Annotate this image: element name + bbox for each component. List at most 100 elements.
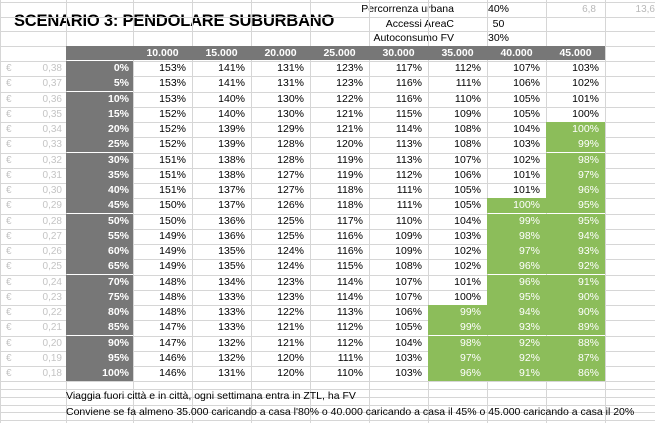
- value-cell[interactable]: 108%: [454, 123, 481, 135]
- value-cell[interactable]: 107%: [454, 154, 481, 166]
- value-cell-favorable[interactable]: 93%: [487, 320, 546, 335]
- value-cell-favorable[interactable]: 100%: [487, 198, 546, 213]
- value-cell[interactable]: 151%: [159, 184, 186, 196]
- value-cell[interactable]: 150%: [159, 215, 186, 227]
- value-cell[interactable]: 111%: [396, 199, 422, 211]
- value-cell[interactable]: 131%: [277, 77, 304, 89]
- value-cell[interactable]: 140%: [218, 93, 245, 105]
- value-cell[interactable]: 113%: [395, 154, 422, 166]
- value-cell-favorable[interactable]: 99%: [546, 137, 605, 152]
- value-cell[interactable]: 151%: [159, 169, 186, 181]
- value-cell[interactable]: 152%: [159, 138, 186, 150]
- value-cell[interactable]: 133%: [218, 321, 245, 333]
- value-cell[interactable]: 113%: [395, 138, 422, 150]
- value-cell-favorable[interactable]: 91%: [546, 275, 605, 290]
- value-cell[interactable]: 115%: [395, 108, 422, 120]
- value-cell[interactable]: 103%: [454, 230, 481, 242]
- value-cell[interactable]: 109%: [395, 230, 422, 242]
- value-cell[interactable]: 125%: [277, 230, 304, 242]
- value-cell[interactable]: 149%: [159, 230, 186, 242]
- value-cell[interactable]: 139%: [218, 123, 245, 135]
- value-cell[interactable]: 105%: [513, 93, 540, 105]
- value-cell[interactable]: 150%: [159, 199, 186, 211]
- value-cell-favorable[interactable]: 99%: [428, 305, 487, 320]
- param-value[interactable]: 40%: [487, 3, 509, 15]
- value-cell-favorable[interactable]: 90%: [546, 290, 605, 305]
- value-cell[interactable]: 112%: [454, 62, 481, 74]
- value-cell[interactable]: 116%: [395, 93, 422, 105]
- value-cell[interactable]: 105%: [454, 184, 481, 196]
- value-cell-favorable[interactable]: 93%: [546, 244, 605, 259]
- value-cell[interactable]: 112%: [336, 321, 363, 333]
- value-cell[interactable]: 112%: [395, 169, 422, 181]
- value-cell[interactable]: 106%: [395, 306, 422, 318]
- value-cell[interactable]: 123%: [336, 77, 363, 89]
- value-cell-favorable[interactable]: 94%: [546, 229, 605, 244]
- value-cell[interactable]: 111%: [337, 352, 363, 364]
- value-cell[interactable]: 124%: [277, 260, 304, 272]
- value-cell[interactable]: 127%: [277, 184, 304, 196]
- value-cell[interactable]: 152%: [159, 123, 186, 135]
- value-cell-favorable[interactable]: 96%: [487, 259, 546, 274]
- value-cell[interactable]: 104%: [395, 337, 422, 349]
- value-cell[interactable]: 106%: [513, 77, 540, 89]
- value-cell[interactable]: 121%: [336, 123, 363, 135]
- value-cell[interactable]: 120%: [277, 352, 304, 364]
- value-cell[interactable]: 118%: [336, 184, 363, 196]
- value-cell[interactable]: 131%: [277, 62, 304, 74]
- value-cell[interactable]: 103%: [572, 62, 599, 74]
- value-cell[interactable]: 115%: [336, 260, 363, 272]
- value-cell[interactable]: 137%: [218, 184, 245, 196]
- value-cell[interactable]: 147%: [159, 337, 186, 349]
- value-cell[interactable]: 119%: [336, 169, 363, 181]
- value-cell[interactable]: 128%: [277, 138, 304, 150]
- value-cell-favorable[interactable]: 95%: [487, 290, 546, 305]
- value-cell[interactable]: 101%: [513, 169, 540, 181]
- value-cell[interactable]: 153%: [159, 77, 186, 89]
- value-cell[interactable]: 107%: [395, 276, 422, 288]
- value-cell-favorable[interactable]: 91%: [487, 366, 546, 381]
- value-cell[interactable]: 105%: [395, 321, 422, 333]
- param-value[interactable]: 30%: [487, 32, 509, 44]
- value-cell-favorable[interactable]: 88%: [546, 336, 605, 351]
- value-cell[interactable]: 106%: [454, 169, 481, 181]
- value-cell[interactable]: 153%: [159, 93, 186, 105]
- value-cell[interactable]: 116%: [336, 230, 363, 242]
- value-cell-favorable[interactable]: 95%: [546, 214, 605, 229]
- value-cell[interactable]: 114%: [336, 291, 363, 303]
- value-cell[interactable]: 110%: [454, 93, 481, 105]
- value-cell[interactable]: 102%: [572, 77, 599, 89]
- value-cell[interactable]: 101%: [454, 276, 481, 288]
- value-cell[interactable]: 110%: [336, 367, 363, 379]
- value-cell[interactable]: 107%: [395, 291, 422, 303]
- value-cell[interactable]: 152%: [159, 108, 186, 120]
- value-cell[interactable]: 105%: [513, 108, 540, 120]
- value-cell-favorable[interactable]: 89%: [546, 320, 605, 335]
- value-cell[interactable]: 140%: [218, 108, 245, 120]
- value-cell[interactable]: 146%: [159, 367, 186, 379]
- value-cell[interactable]: 118%: [336, 199, 363, 211]
- value-cell-favorable[interactable]: 98%: [487, 229, 546, 244]
- value-cell-favorable[interactable]: 97%: [428, 351, 487, 366]
- value-cell[interactable]: 109%: [454, 108, 481, 120]
- value-cell[interactable]: 146%: [159, 352, 186, 364]
- value-cell-favorable[interactable]: 100%: [546, 122, 605, 137]
- value-cell[interactable]: 149%: [159, 260, 186, 272]
- value-cell[interactable]: 122%: [277, 306, 304, 318]
- value-cell[interactable]: 101%: [513, 184, 540, 196]
- value-cell[interactable]: 127%: [277, 169, 304, 181]
- value-cell-favorable[interactable]: 92%: [546, 259, 605, 274]
- value-cell[interactable]: 147%: [159, 321, 186, 333]
- value-cell[interactable]: 120%: [336, 138, 363, 150]
- value-cell[interactable]: 135%: [218, 245, 245, 257]
- value-cell-favorable[interactable]: 96%: [546, 183, 605, 198]
- value-cell[interactable]: 117%: [395, 62, 422, 74]
- value-cell[interactable]: 139%: [218, 138, 245, 150]
- value-cell-favorable[interactable]: 92%: [487, 336, 546, 351]
- value-cell[interactable]: 141%: [218, 62, 245, 74]
- value-cell-favorable[interactable]: 92%: [487, 351, 546, 366]
- value-cell[interactable]: 101%: [572, 93, 599, 105]
- value-cell[interactable]: 153%: [159, 62, 186, 74]
- value-cell[interactable]: 121%: [277, 337, 304, 349]
- value-cell-favorable[interactable]: 86%: [546, 366, 605, 381]
